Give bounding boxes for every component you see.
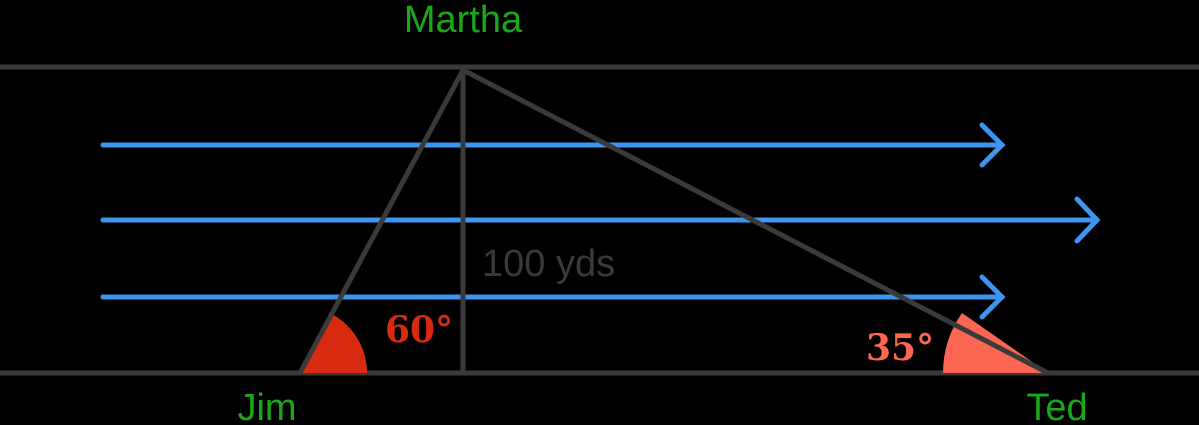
angle-jim-wedge [300, 315, 367, 373]
angle-ted-label: 35° [866, 327, 934, 369]
edge-jim-martha [297, 68, 466, 375]
current-arrow-top [100, 122, 1006, 168]
current-arrow-middle [100, 196, 1101, 244]
edge-martha-ted [461, 67, 1050, 376]
label-martha: Martha [404, 0, 523, 41]
height-measure: 100 yds [482, 243, 615, 285]
label-ted: Ted [1026, 387, 1087, 425]
current-arrow-bottom [100, 274, 1006, 320]
label-jim: Jim [237, 387, 296, 425]
angle-jim-label: 60° [385, 309, 453, 351]
